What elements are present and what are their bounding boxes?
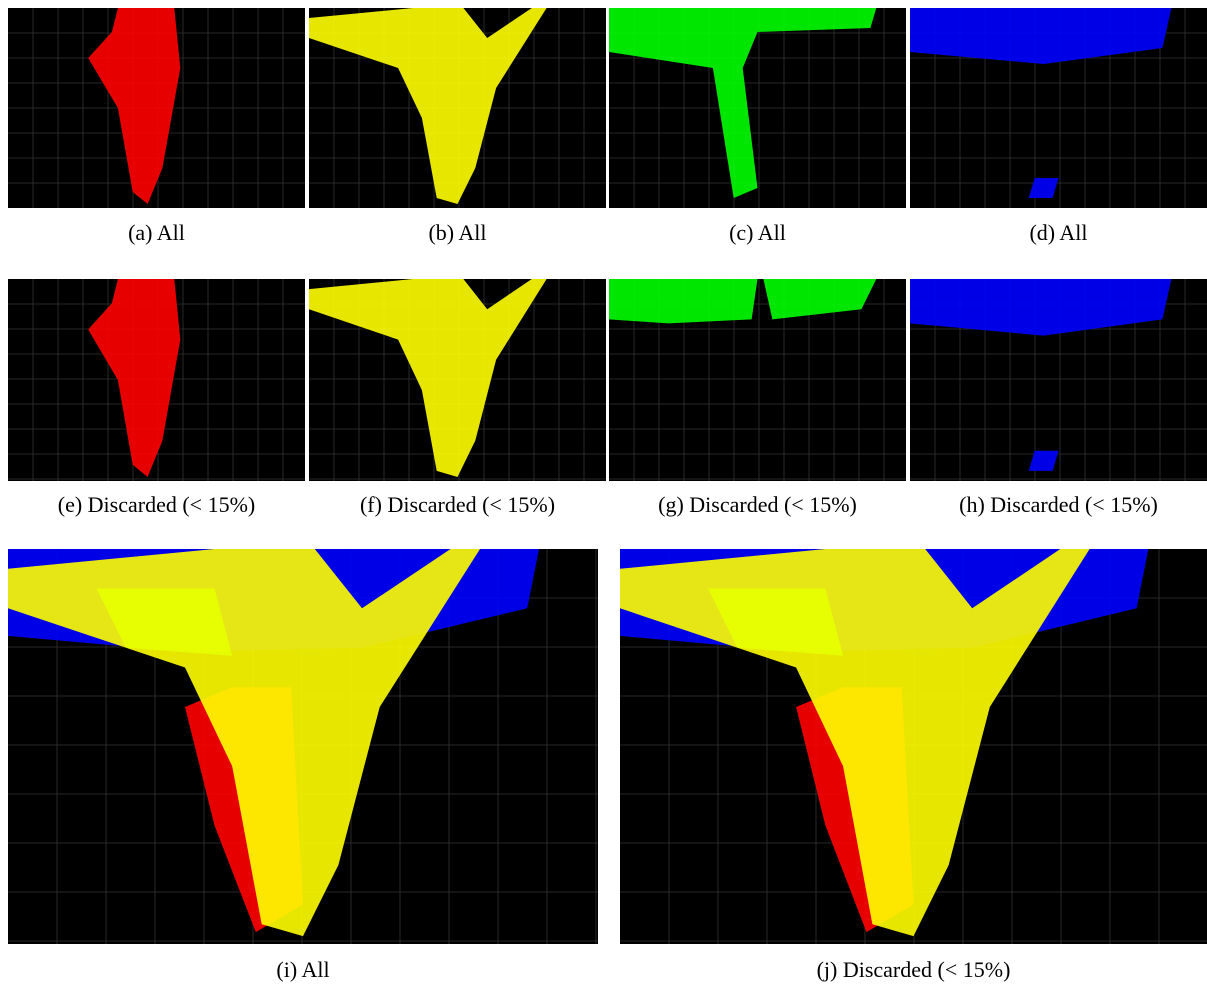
subfigure-caption: (f) Discarded (< 15%) (359, 492, 556, 517)
point-cloud-image (309, 8, 606, 208)
subfigure-caption: (a) All (128, 220, 185, 245)
subfigure-caption: (b) All (428, 220, 487, 245)
point-cloud-image (8, 279, 305, 481)
point-cloud (609, 279, 758, 324)
point-cloud (8, 549, 480, 937)
point-cloud-image (620, 549, 1207, 944)
subfigure-caption: (j) Discarded (< 15%) (816, 957, 1011, 982)
subfigure-caption: (i) All (276, 957, 330, 982)
point-cloud-image (8, 8, 305, 208)
point-cloud-image (910, 279, 1207, 481)
point-cloud (88, 8, 181, 204)
point-cloud-image (8, 549, 598, 944)
subfigure-caption: (d) All (1029, 220, 1088, 245)
point-cloud (620, 549, 1090, 937)
point-cloud (763, 279, 877, 320)
point-cloud-image (609, 279, 906, 481)
point-cloud (309, 279, 547, 477)
subfigure-caption: (g) Discarded (< 15%) (658, 492, 857, 517)
subfigure-caption: (h) Discarded (< 15%) (959, 492, 1158, 517)
subfigure-caption: (e) Discarded (< 15%) (57, 492, 256, 517)
point-cloud (609, 8, 877, 68)
point-cloud (309, 8, 547, 204)
point-cloud (1028, 450, 1059, 471)
point-cloud (88, 279, 181, 477)
subfigure-caption: (c) All (729, 220, 786, 245)
point-cloud (712, 68, 758, 198)
point-cloud (1028, 178, 1059, 198)
point-cloud-image (910, 8, 1207, 208)
point-cloud-image (309, 279, 606, 481)
point-cloud (910, 8, 1172, 64)
point-cloud (910, 279, 1172, 336)
point-cloud-image (609, 8, 906, 208)
